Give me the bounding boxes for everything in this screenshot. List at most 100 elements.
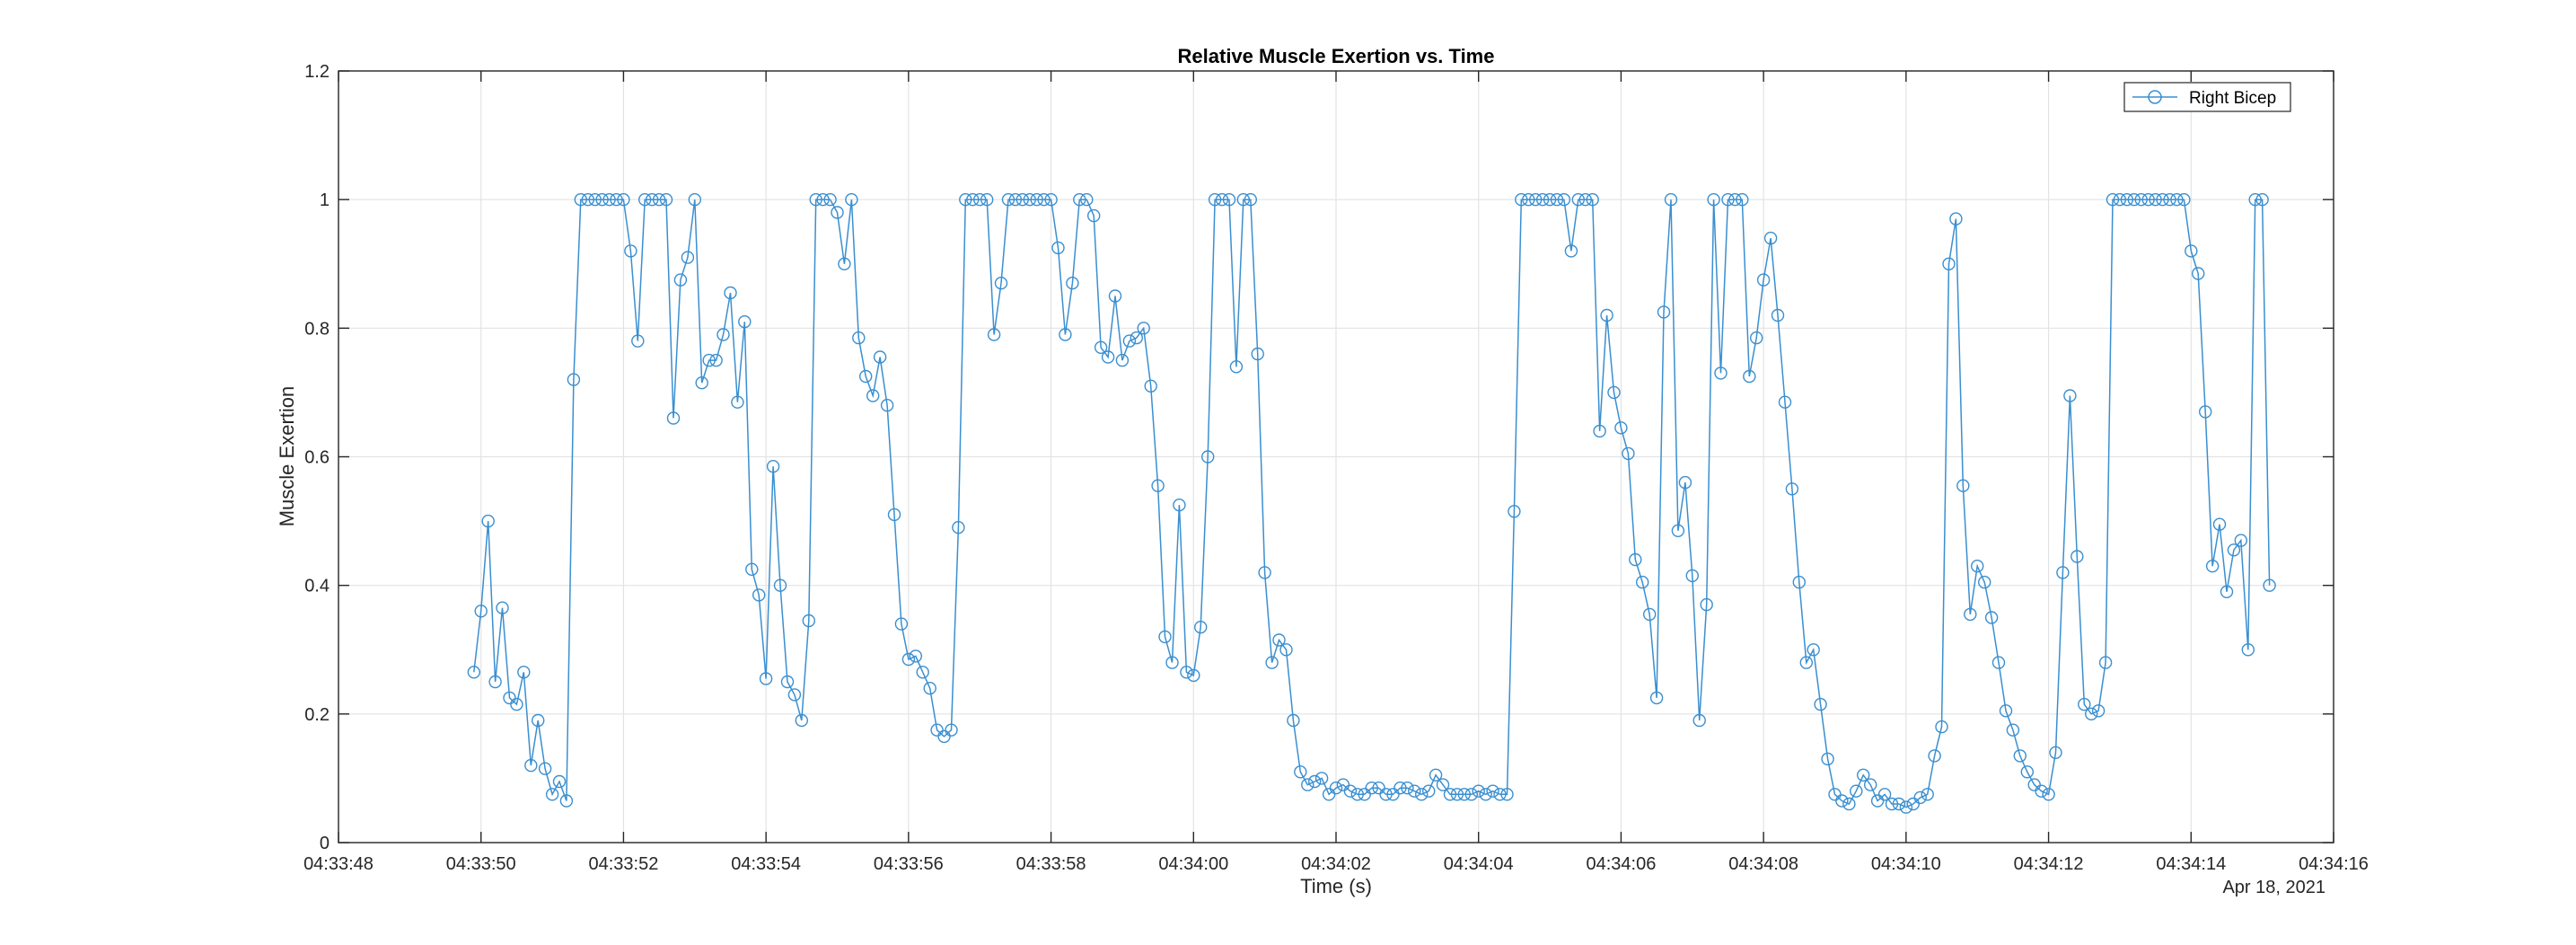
data-point-marker	[959, 192, 972, 207]
data-point-marker	[1108, 289, 1122, 303]
data-point-marker	[510, 697, 523, 711]
data-point-marker	[1408, 784, 1421, 798]
data-point-marker	[1842, 797, 1856, 811]
data-point-marker	[1443, 788, 1457, 801]
data-point-marker	[1101, 350, 1115, 364]
data-point-marker	[1037, 192, 1051, 207]
data-point-marker	[2149, 192, 2162, 207]
data-point-marker	[1870, 794, 1885, 808]
data-point-marker	[916, 666, 929, 679]
x-tick-label: 04:34:08	[1728, 854, 1798, 874]
data-point-marker	[1942, 257, 1956, 270]
data-point-marker	[1970, 560, 1984, 573]
data-point-marker	[1814, 697, 1827, 711]
data-point-marker	[1508, 505, 1521, 518]
data-point-marker	[780, 675, 795, 689]
legend-label: Right Bicep	[2189, 89, 2276, 108]
x-tick-label: 04:34:10	[1871, 854, 1941, 874]
data-point-marker	[1086, 208, 1101, 223]
data-point-marker	[646, 192, 659, 207]
data-point-marker	[1187, 668, 1200, 683]
data-point-marker	[1051, 241, 1065, 255]
data-point-marker	[766, 460, 780, 473]
data-point-marker	[1229, 360, 1244, 374]
data-point-marker	[1001, 192, 1015, 207]
data-point-marker	[923, 682, 936, 695]
data-point-marker	[1949, 212, 1963, 225]
data-point-marker	[1607, 385, 1621, 400]
data-point-marker	[1657, 305, 1671, 319]
data-point-marker	[2078, 697, 2091, 711]
x-tick-label: 04:34:00	[1158, 854, 1228, 874]
data-point-marker	[773, 578, 787, 592]
data-point-marker	[1244, 192, 1258, 207]
data-point-marker	[496, 601, 509, 614]
data-point-marker	[2056, 566, 2070, 579]
data-point-marker	[481, 514, 495, 528]
data-point-marker	[1564, 244, 1578, 258]
data-point-marker	[1928, 749, 1941, 763]
data-point-marker	[909, 649, 922, 663]
data-point-marker	[1414, 788, 1429, 801]
data-point-marker	[467, 666, 480, 679]
data-point-marker	[1629, 552, 1642, 567]
data-point-marker	[972, 192, 987, 207]
data-point-marker	[1500, 788, 1514, 801]
data-point-marker	[2212, 517, 2227, 531]
data-point-marker	[1728, 192, 1742, 207]
data-point-marker	[1899, 800, 1913, 814]
data-point-marker	[595, 192, 609, 207]
data-point-marker	[1137, 322, 1150, 335]
data-point-marker	[552, 774, 567, 789]
data-point-marker	[838, 257, 851, 270]
data-point-marker	[1736, 192, 1749, 207]
data-point-marker	[2084, 707, 2098, 720]
data-point-marker	[1122, 334, 1137, 348]
data-point-marker	[1515, 192, 1528, 207]
data-point-marker	[1080, 192, 1094, 207]
data-point-marker	[1394, 782, 1407, 795]
data-point-marker	[2098, 656, 2113, 669]
data-point-marker	[887, 508, 901, 522]
data-point-marker	[1251, 347, 1264, 361]
data-point-marker	[1429, 768, 1443, 782]
data-point-marker	[2156, 192, 2169, 207]
data-point-marker	[581, 192, 594, 207]
data-point-marker	[1956, 479, 1970, 492]
data-point-marker	[2063, 389, 2077, 402]
data-point-marker	[1287, 713, 1300, 728]
data-point-marker	[2013, 749, 2027, 763]
data-point-marker	[1700, 597, 1713, 612]
x-tick-label: 04:33:56	[874, 854, 944, 874]
data-point-marker	[1792, 575, 1807, 589]
data-point-marker	[1964, 607, 1977, 622]
data-point-marker	[1258, 566, 1271, 579]
data-point-marker	[1850, 784, 1863, 798]
data-point-marker	[1094, 340, 1108, 354]
data-point-marker	[2070, 550, 2084, 563]
data-point-marker	[524, 758, 538, 773]
data-point-marker	[1799, 656, 1814, 669]
data-point-marker	[759, 672, 773, 685]
data-point-marker	[1664, 192, 1678, 207]
data-point-marker	[1023, 192, 1037, 207]
data-point-marker	[1557, 192, 1571, 207]
data-point-marker	[2163, 192, 2176, 207]
data-point-marker	[1350, 788, 1365, 801]
data-point-marker	[1279, 643, 1293, 657]
x-tick-label: 04:33:50	[446, 854, 516, 874]
data-point-marker	[1571, 192, 1586, 207]
data-point-marker	[1807, 643, 1820, 657]
x-tick-label: 04:34:02	[1301, 854, 1371, 874]
data-point-marker	[1935, 720, 1948, 734]
data-point-marker	[1692, 713, 1706, 728]
data-point-marker	[937, 729, 951, 744]
data-point-marker	[1671, 524, 1685, 537]
data-point-marker	[1066, 277, 1079, 290]
data-point-marker	[1763, 231, 1778, 245]
data-point-marker	[1457, 788, 1472, 801]
data-point-marker	[1180, 666, 1193, 679]
data-point-marker	[731, 395, 744, 409]
data-point-marker	[1421, 784, 1436, 798]
data-point-marker	[1044, 192, 1058, 207]
